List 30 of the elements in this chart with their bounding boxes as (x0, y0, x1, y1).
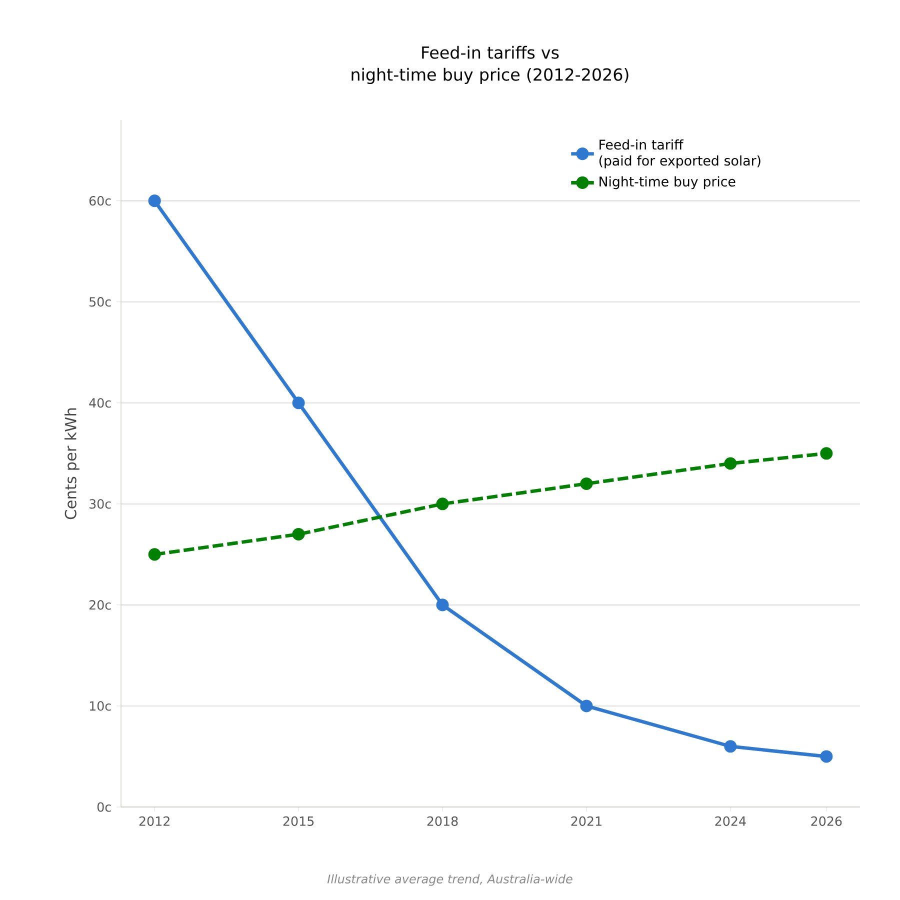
x-tick-label: 2015 (283, 816, 314, 826)
point (292, 396, 305, 410)
point (724, 457, 737, 470)
x-tick-label: 2012 (139, 816, 170, 826)
point (820, 750, 833, 763)
point (436, 498, 449, 510)
chart-title: Feed-in tariffs vs night-time buy price (2012-2026) (352, 46, 628, 84)
x-tick-label: 2026 (811, 816, 842, 826)
x-tick-label: 2018 (427, 816, 458, 826)
legend-label: Night-time buy price (600, 176, 736, 190)
text: Illustrative average trend, Australia-wide (327, 874, 572, 886)
y-tick-label: 10c (90, 701, 111, 711)
point (580, 477, 593, 490)
y-tick-label: 20c (89, 600, 111, 610)
point (148, 548, 161, 561)
y-tick-label: 60c (89, 196, 111, 206)
legend-label: Feed-in tariff (paid for exported solar) (599, 139, 760, 168)
point (580, 700, 593, 712)
point (724, 740, 737, 753)
y-axis-title: Cents per kWh (64, 408, 80, 520)
point (148, 194, 161, 208)
y-tick-label: 40c (89, 398, 111, 408)
x-tick-label: 2021 (571, 816, 602, 826)
point (820, 447, 833, 460)
x-tick-label: 2024 (715, 816, 746, 826)
point (436, 598, 449, 612)
point (292, 528, 305, 540)
y-tick-label: 30c (90, 499, 111, 509)
y-tick-label: 50c (90, 297, 111, 307)
y-tick-label: 0c (97, 802, 111, 812)
